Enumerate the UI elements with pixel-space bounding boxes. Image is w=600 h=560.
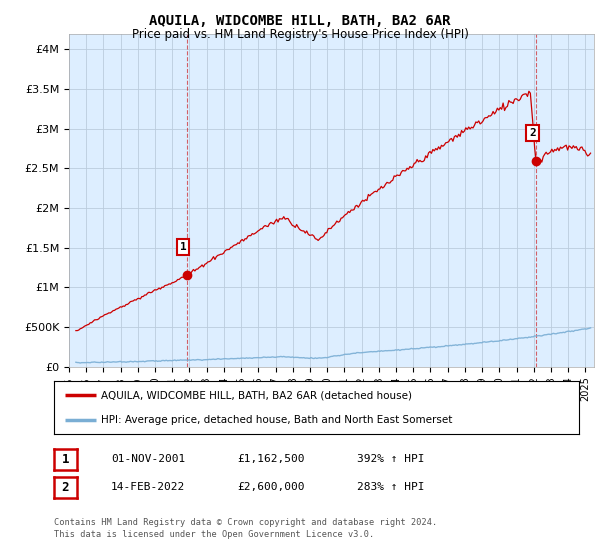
- Text: 01-NOV-2001: 01-NOV-2001: [111, 454, 185, 464]
- Text: Contains HM Land Registry data © Crown copyright and database right 2024.
This d: Contains HM Land Registry data © Crown c…: [54, 518, 437, 539]
- Text: HPI: Average price, detached house, Bath and North East Somerset: HPI: Average price, detached house, Bath…: [101, 414, 452, 424]
- Text: 283% ↑ HPI: 283% ↑ HPI: [357, 482, 425, 492]
- Text: AQUILA, WIDCOMBE HILL, BATH, BA2 6AR (detached house): AQUILA, WIDCOMBE HILL, BATH, BA2 6AR (de…: [101, 390, 412, 400]
- Text: 392% ↑ HPI: 392% ↑ HPI: [357, 454, 425, 464]
- Text: 1: 1: [62, 452, 69, 466]
- Text: Price paid vs. HM Land Registry's House Price Index (HPI): Price paid vs. HM Land Registry's House …: [131, 28, 469, 41]
- Text: 1: 1: [180, 242, 187, 252]
- Text: 2: 2: [529, 128, 536, 138]
- Text: AQUILA, WIDCOMBE HILL, BATH, BA2 6AR: AQUILA, WIDCOMBE HILL, BATH, BA2 6AR: [149, 14, 451, 28]
- Text: 14-FEB-2022: 14-FEB-2022: [111, 482, 185, 492]
- Text: £2,600,000: £2,600,000: [237, 482, 305, 492]
- Text: 2: 2: [62, 480, 69, 494]
- Text: £1,162,500: £1,162,500: [237, 454, 305, 464]
